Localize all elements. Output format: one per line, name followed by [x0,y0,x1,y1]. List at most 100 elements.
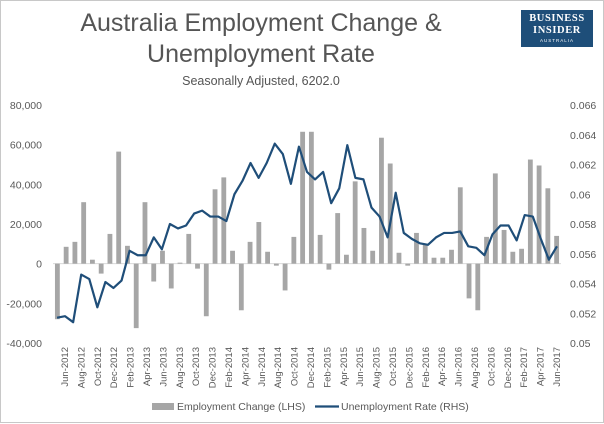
employment-change-bar [133,263,139,329]
x-tick-label: Apr-2017 [536,347,547,386]
employment-change-bar [107,233,113,264]
x-tick-label: Dec-2014 [306,347,317,388]
x-tick-label: Jun-2017 [552,347,563,387]
employment-change-bar [151,263,157,282]
employment-change-bar [72,241,78,264]
y-right-tick-label: 0.056 [570,249,596,261]
x-tick-label: Feb-2017 [519,347,530,388]
employment-change-bar [238,263,244,311]
employment-change-bar [492,173,498,264]
employment-change-bar [203,263,209,317]
x-tick-label: Apr-2013 [142,347,153,386]
x-tick-label: Apr-2016 [437,347,448,386]
employment-change-bar [387,163,393,264]
employment-change-bar [212,189,218,264]
y-right-tick-label: 0.064 [570,130,596,142]
y-right-tick-label: 0.066 [570,100,596,112]
employment-change-bar [370,250,376,264]
employment-change-bar [63,246,69,264]
y-left-tick-label: 20,000 [10,219,42,231]
employment-change-bar [291,236,297,264]
employment-change-bar [247,241,253,264]
x-tick-label: Oct-2013 [191,347,202,386]
employment-change-bar [379,137,384,264]
employment-change-bar [466,263,472,299]
y-right-tick-label: 0.06 [570,189,591,201]
y-right-tick-label: 0.052 [570,308,596,320]
x-tick-label: Aug-2012 [76,347,87,388]
employment-change-bar [265,251,270,264]
employment-change-bar [256,222,262,264]
employment-change-bar [282,263,288,291]
employment-change-bar [554,235,560,264]
x-tick-label: Jun-2015 [355,347,366,387]
y-left-tick-label: 80,000 [10,100,42,112]
x-tick-label: Aug-2013 [175,347,186,388]
employment-change-bar [396,252,402,264]
employment-change-bar [177,262,183,264]
y-left-tick-label: -40,000 [6,338,42,350]
chart-title-line2: Unemployment Rate [147,40,375,68]
x-tick-label: Dec-2013 [208,347,219,388]
employment-change-bar [230,250,235,264]
y-right-tick-label: 0.062 [570,160,596,172]
employment-change-bar [457,187,463,264]
employment-change-bar [317,234,323,264]
employment-change-bar [449,249,454,264]
y-left-tick-label: -20,000 [6,298,42,310]
x-tick-label: Jun-2013 [158,347,169,387]
employment-change-bar [168,263,174,289]
x-tick-label: Jun-2012 [60,347,71,387]
logo-line2: INSIDER [533,25,581,36]
x-tick-label: Dec-2012 [109,347,120,388]
chart-subtitle: Seasonally Adjusted, 6202.0 [182,74,340,88]
employment-change-bar [501,229,507,264]
employment-change-bar [300,131,306,264]
employment-change-bar [186,233,192,264]
employment-change-bar [431,257,437,264]
employment-change-bar [422,244,428,264]
x-tick-label: Apr-2014 [240,347,251,386]
x-tick-label: Dec-2016 [503,347,514,388]
y-left-tick-label: 60,000 [10,140,42,152]
x-tick-label: Jun-2014 [257,347,268,387]
employment-change-bar [440,257,446,264]
legend-bar-swatch [152,403,174,410]
employment-change-bar [475,263,481,311]
employment-change-bar [308,131,314,264]
x-tick-label: Jun-2016 [454,347,465,387]
employment-change-bar [160,250,165,264]
employment-change-bar [54,263,60,320]
employment-change-bar [510,251,516,264]
x-tick-label: Dec-2015 [404,347,415,388]
x-tick-label: Apr-2015 [339,347,350,386]
y-right-tick-label: 0.058 [570,219,596,231]
x-tick-label: Aug-2015 [372,347,383,388]
y-left-tick-label: 40,000 [10,179,42,191]
employment-change-bar [361,227,367,264]
x-tick-label: Oct-2015 [388,347,399,386]
legend-employment-label: Employment Change (LHS) [177,401,305,413]
x-tick-label: Oct-2014 [290,347,301,386]
employment-change-bar [352,181,358,264]
employment-change-bar [536,165,542,264]
employment-change-bar [142,202,148,264]
employment-change-bar [414,232,419,264]
employment-change-bar [90,259,95,264]
employment-change-bar [195,263,200,269]
x-tick-label: Aug-2014 [273,347,284,388]
employment-change-bar [545,188,551,264]
y-right-tick-label: 0.05 [570,338,591,350]
employment-change-bar [405,263,411,266]
x-tick-label: Feb-2015 [322,347,333,388]
employment-change-bar [116,151,122,264]
logo-line1: BUSINESS [529,13,585,24]
employment-change-bar [326,263,332,270]
business-insider-logo: BUSINESS INSIDER AUSTRALIA [521,10,593,47]
x-tick-label: Feb-2014 [224,347,235,388]
x-tick-label: Aug-2016 [470,347,481,388]
x-tick-label: Feb-2013 [126,347,137,388]
employment-change-bar [335,213,341,264]
